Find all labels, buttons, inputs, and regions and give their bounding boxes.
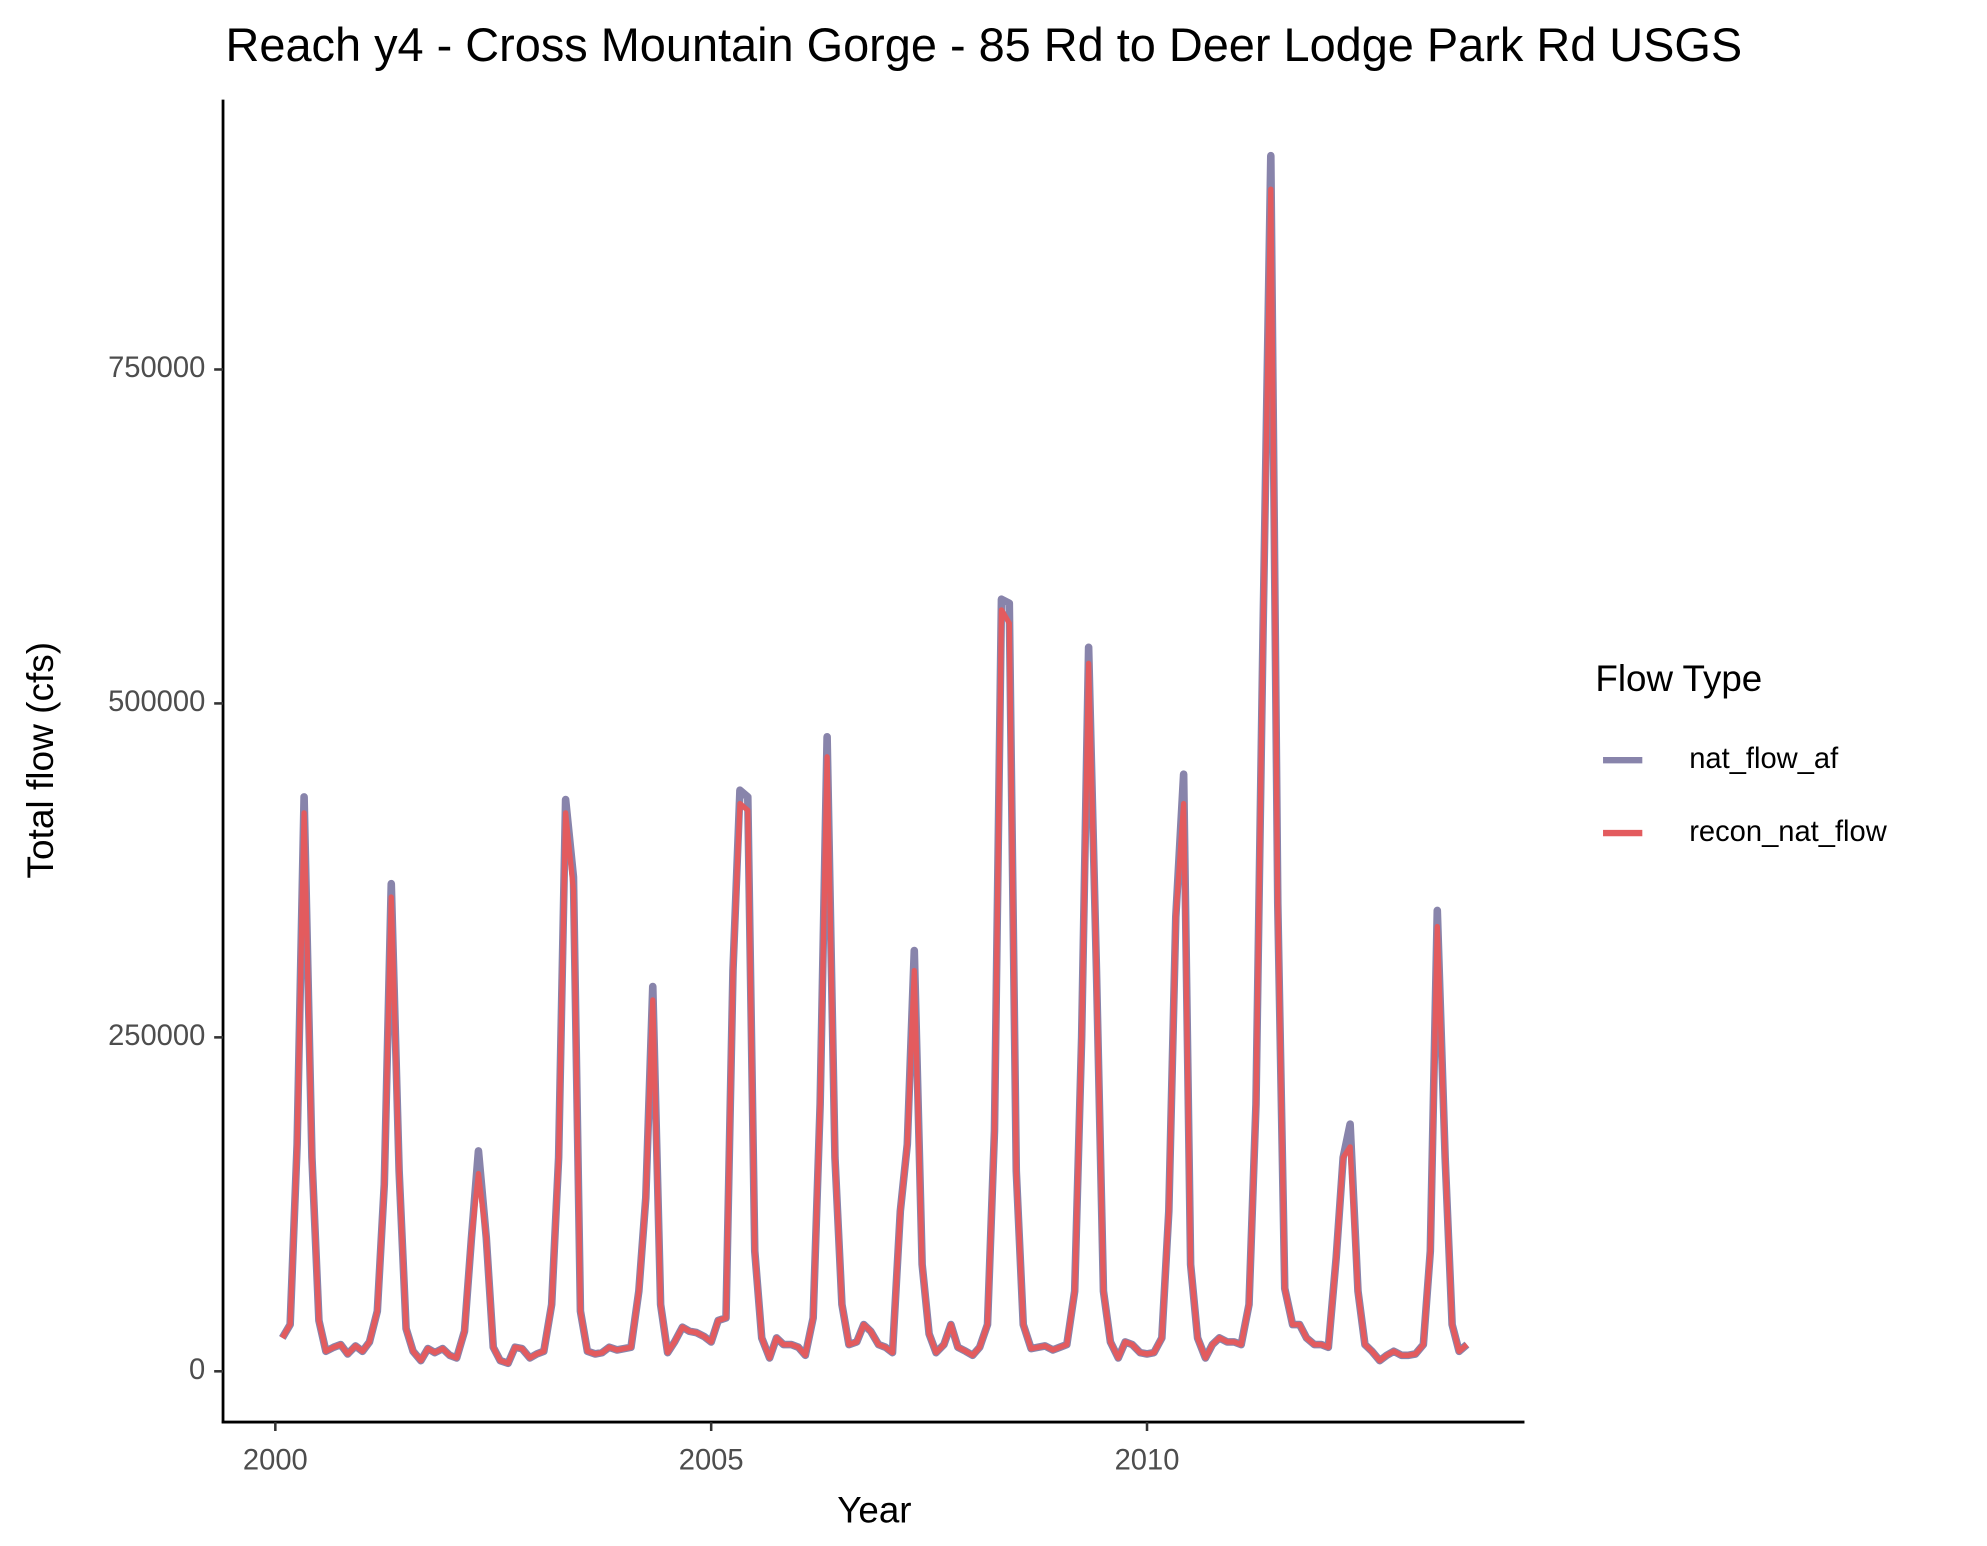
x-tick-label: 2000 [243,1444,308,1476]
y-tick-label: 500000 [108,686,205,718]
y-axis-title: Total flow (cfs) [20,642,61,879]
legend-label: nat_flow_af [1689,743,1839,775]
x-tick-label: 2010 [1115,1444,1180,1476]
y-tick-label: 750000 [108,352,205,384]
y-tick-label: 0 [189,1354,205,1386]
series-line [279,151,1470,1368]
series-line [280,186,1469,1366]
chart-title: Reach y4 - Cross Mountain Gorge - 85 Rd … [226,18,1743,71]
legend-title: Flow Type [1595,658,1762,699]
y-tick-label: 250000 [108,1020,205,1052]
x-axis-title: Year [837,1489,911,1530]
legend-label: recon_nat_flow [1689,816,1887,848]
x-tick-label: 2005 [679,1444,744,1476]
